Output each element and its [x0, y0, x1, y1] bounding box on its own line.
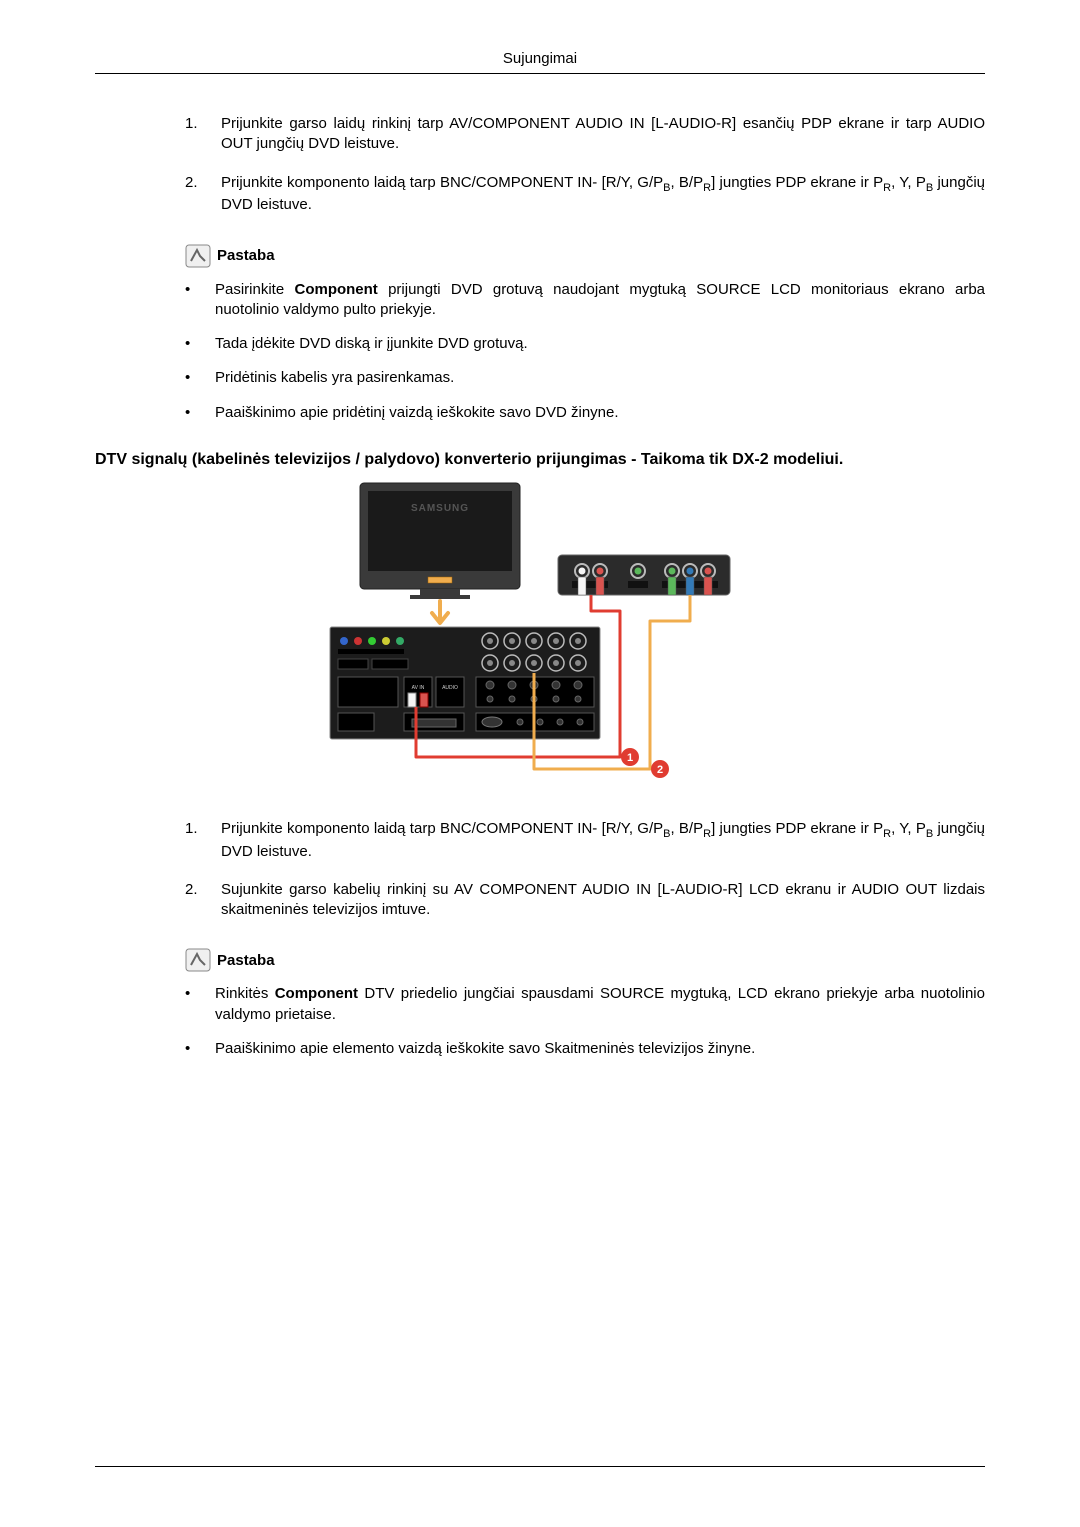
bullet-dot: •: [185, 984, 215, 1025]
numbered-list-1: 1. Prijunkite garso laidų rinkinį tarp A…: [185, 114, 985, 216]
svg-text:1: 1: [627, 752, 633, 764]
header-rule: [95, 73, 985, 74]
numbered-list-2: 1. Prijunkite komponento laidą tarp BNC/…: [185, 819, 985, 921]
subscript: R: [703, 182, 711, 194]
text-fragment: , B/P: [670, 174, 703, 191]
list-item: 1. Prijunkite garso laidų rinkinį tarp A…: [185, 114, 985, 155]
svg-text:AV IN: AV IN: [412, 685, 425, 691]
list-item: • Rinkitės Component DTV priedelio jungč…: [185, 984, 985, 1025]
text-fragment: Prijunkite komponento laidą tarp BNC/COM…: [221, 174, 663, 191]
bullet-dot: •: [185, 1039, 215, 1059]
diagram-svg: SAMSUNG AV IN AUDIO 1 2: [320, 481, 760, 787]
bullet-dot: •: [185, 403, 215, 423]
note-label: Pastaba: [217, 247, 275, 264]
list-item: • Pasirinkite Component prijungti DVD gr…: [185, 280, 985, 321]
text-bold: Component: [294, 281, 377, 298]
list-number: 2.: [185, 880, 221, 921]
text-fragment: ] jungties PDP ekrane ir P: [711, 820, 883, 837]
note-icon: [185, 244, 211, 268]
list-item: • Paaiškinimo apie elemento vaizdą ieško…: [185, 1039, 985, 1059]
list-number: 2.: [185, 173, 221, 216]
list-item: 2. Prijunkite komponento laidą tarp BNC/…: [185, 173, 985, 216]
list-number: 1.: [185, 819, 221, 862]
text-bold: Component: [275, 985, 358, 1002]
subscript: R: [703, 828, 711, 840]
footer-rule: [95, 1466, 985, 1467]
text-fragment: ] jungties PDP ekrane ir P: [711, 174, 883, 191]
svg-text:SAMSUNG: SAMSUNG: [411, 503, 469, 514]
note-label: Pastaba: [217, 952, 275, 969]
note-heading: Pastaba: [185, 948, 985, 972]
note-heading: Pastaba: [185, 244, 985, 268]
list-item: 2. Sujunkite garso kabelių rinkinį su AV…: [185, 880, 985, 921]
page-header-title: Sujungimai: [95, 50, 985, 67]
list-item: 1. Prijunkite komponento laidą tarp BNC/…: [185, 819, 985, 862]
bullet-dot: •: [185, 334, 215, 354]
list-text: Prijunkite garso laidų rinkinį tarp AV/C…: [221, 114, 985, 155]
subscript: R: [883, 828, 891, 840]
list-text: Prijunkite komponento laidą tarp BNC/COM…: [221, 819, 985, 862]
text-fragment: Prijunkite komponento laidą tarp BNC/COM…: [221, 820, 663, 837]
subscript: R: [883, 182, 891, 194]
svg-text:2: 2: [657, 764, 663, 776]
text-fragment: , Y, P: [891, 820, 926, 837]
list-number: 1.: [185, 114, 221, 155]
bullet-dot: •: [185, 280, 215, 321]
list-text: Pasirinkite Component prijungti DVD grot…: [215, 280, 985, 321]
list-text: Paaiškinimo apie pridėtinį vaizdą ieškok…: [215, 403, 985, 423]
list-text: Paaiškinimo apie elemento vaizdą ieškoki…: [215, 1039, 985, 1059]
list-text: Rinkitės Component DTV priedelio jungčia…: [215, 984, 985, 1025]
section-heading: DTV signalų (kabelinės televizijos / pal…: [95, 451, 985, 469]
text-fragment: , B/P: [670, 820, 703, 837]
list-item: • Paaiškinimo apie pridėtinį vaizdą iešk…: [185, 403, 985, 423]
list-item: • Tada įdėkite DVD diską ir įjunkite DVD…: [185, 334, 985, 354]
list-text: Prijunkite komponento laidą tarp BNC/COM…: [221, 173, 985, 216]
bullet-dot: •: [185, 368, 215, 388]
list-item: • Pridėtinis kabelis yra pasirenkamas.: [185, 368, 985, 388]
text-fragment: , Y, P: [891, 174, 926, 191]
list-text: Sujunkite garso kabelių rinkinį su AV CO…: [221, 880, 985, 921]
text-fragment: Rinkitės: [215, 985, 275, 1002]
list-text: Tada įdėkite DVD diską ir įjunkite DVD g…: [215, 334, 985, 354]
connection-diagram: SAMSUNG AV IN AUDIO 1 2: [95, 481, 985, 791]
svg-text:AUDIO: AUDIO: [442, 685, 458, 691]
bullet-list-1: • Pasirinkite Component prijungti DVD gr…: [185, 280, 985, 423]
list-text: Pridėtinis kabelis yra pasirenkamas.: [215, 368, 985, 388]
text-fragment: Pasirinkite: [215, 281, 294, 298]
note-icon: [185, 948, 211, 972]
bullet-list-2: • Rinkitės Component DTV priedelio jungč…: [185, 984, 985, 1059]
